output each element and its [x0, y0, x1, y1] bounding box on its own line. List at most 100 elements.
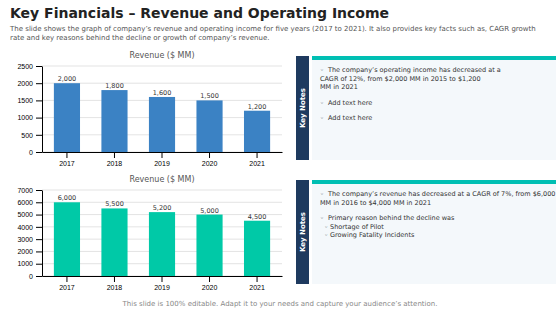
y-tick: 1000	[17, 260, 42, 267]
x-tick-label: 2017	[59, 160, 75, 167]
x-tick-mark	[257, 276, 258, 282]
y-tick-label: 7000	[17, 187, 33, 194]
title: Key Financials – Revenue and Operating I…	[10, 5, 389, 21]
bar	[101, 208, 127, 276]
x-tick: 2019	[154, 276, 170, 291]
x-tick: 2017	[59, 276, 75, 291]
data-label: 1,600	[153, 89, 172, 97]
chart-title: Revenue ($ MM)	[129, 51, 194, 60]
data-label: 2,000	[58, 75, 77, 83]
x-tick-label: 2020	[202, 160, 218, 167]
bar	[54, 202, 80, 276]
key-note: ◦ Primary reason behind the decline was …	[320, 214, 455, 239]
y-tick-mark	[36, 83, 42, 84]
bars	[54, 202, 270, 276]
x-tick-mark	[114, 276, 115, 282]
data-label: 1,800	[105, 82, 124, 90]
x-tick-mark	[114, 152, 115, 158]
y-tick-label: 2000	[17, 80, 33, 87]
y-axis: 01000200030004000500060007000	[17, 187, 42, 280]
y-tick-label: 3000	[17, 236, 33, 243]
y-tick: 3000	[17, 236, 42, 243]
grid-line	[42, 190, 282, 191]
y-tick: 7000	[17, 187, 42, 194]
x-tick: 2021	[249, 276, 265, 291]
y-tick: 2000	[17, 248, 42, 255]
key-notes-panel	[312, 56, 556, 160]
key-notes-header	[296, 56, 309, 160]
x-tick: 2019	[154, 152, 170, 167]
x-tick: 2021	[249, 152, 265, 167]
bar	[149, 212, 175, 276]
y-tick-label: 0	[29, 149, 33, 156]
y-tick-label: 6000	[17, 199, 33, 206]
key-note: ◦ The company’s revenue has decreased at…	[320, 190, 555, 207]
y-tick: 1000	[17, 114, 42, 121]
bar	[244, 221, 270, 276]
y-tick-mark	[36, 251, 42, 252]
key-note: ◦ Add text here	[320, 99, 372, 107]
y-tick: 4000	[17, 224, 42, 231]
x-tick-label: 2021	[249, 284, 265, 291]
data-label: 1,500	[200, 92, 219, 100]
y-tick-mark	[36, 239, 42, 240]
y-tick-mark	[36, 135, 42, 136]
x-tick-label: 2019	[154, 284, 170, 291]
x-tick-label: 2020	[202, 284, 218, 291]
data-label: 5,200	[153, 204, 172, 212]
y-tick: 0	[29, 149, 42, 156]
bar-chart: Revenue ($ MM)01000200030004000500060007…	[17, 175, 282, 291]
footer: This slide is 100% editable. Adapt it to…	[122, 300, 438, 308]
grid-line	[42, 66, 282, 67]
key-notes: Key Notes◦ The company’s operating incom…	[296, 56, 556, 160]
grid	[42, 66, 282, 152]
data-labels: 6,0005,5005,2005,0004,500	[58, 194, 267, 220]
y-tick-mark	[36, 202, 42, 203]
bar	[196, 215, 222, 276]
x-axis: 2017 2018 2019 2020 2021	[43, 152, 283, 167]
grid	[42, 190, 282, 276]
y-tick: 0	[29, 273, 42, 280]
key-notes: Key Notes ◦ The company’s revenue has dec…	[296, 180, 556, 284]
y-tick-label: 2500	[17, 63, 33, 70]
x-tick-mark	[162, 276, 163, 282]
y-tick-label: 2000	[17, 248, 33, 255]
y-axis-line	[42, 67, 43, 153]
y-tick-label: 1000	[17, 114, 33, 121]
y-tick-mark	[36, 264, 42, 265]
bar-chart: Revenue ($ MM)05001000150020002500201720…	[17, 51, 282, 167]
x-tick-mark	[257, 152, 258, 158]
bar	[244, 111, 270, 152]
x-tick-label: 2019	[154, 160, 170, 167]
bar	[149, 97, 175, 152]
data-label: 1,200	[248, 103, 267, 111]
y-tick-mark	[36, 66, 42, 67]
y-tick-label: 1500	[17, 97, 33, 104]
key-note: ◦ The company’s operating income has dec…	[320, 66, 501, 91]
y-tick-mark	[36, 118, 42, 119]
bar	[101, 90, 127, 152]
y-tick-mark	[36, 276, 42, 277]
x-tick-label: 2017	[59, 284, 75, 291]
y-tick: 6000	[17, 199, 42, 206]
y-tick-label: 0	[29, 273, 33, 280]
chart-title: Revenue ($ MM)	[129, 175, 194, 184]
key-notes-accent	[312, 56, 556, 60]
bars	[54, 83, 270, 152]
x-tick-mark	[66, 276, 67, 282]
x-tick-label: 2018	[107, 160, 123, 167]
y-axis-line	[42, 191, 43, 277]
data-labels: 2,000 1,800 1,600 1,500 1,200	[58, 75, 267, 111]
data-label: 4,500	[248, 213, 267, 221]
key-notes-accent	[312, 180, 556, 184]
x-tick-mark	[209, 152, 210, 158]
x-axis: 2017 2018 2019 2020 2021	[43, 276, 283, 291]
x-tick-label: 2018	[107, 284, 123, 291]
x-tick-label: 2021	[249, 160, 265, 167]
key-notes-header	[296, 180, 309, 284]
x-tick: 2020	[202, 152, 218, 167]
key-note: ◦ Add text here	[320, 114, 372, 122]
y-tick-mark	[36, 227, 42, 228]
key-notes-title: Key Notes	[299, 212, 307, 252]
data-label: 5,500	[105, 200, 124, 208]
